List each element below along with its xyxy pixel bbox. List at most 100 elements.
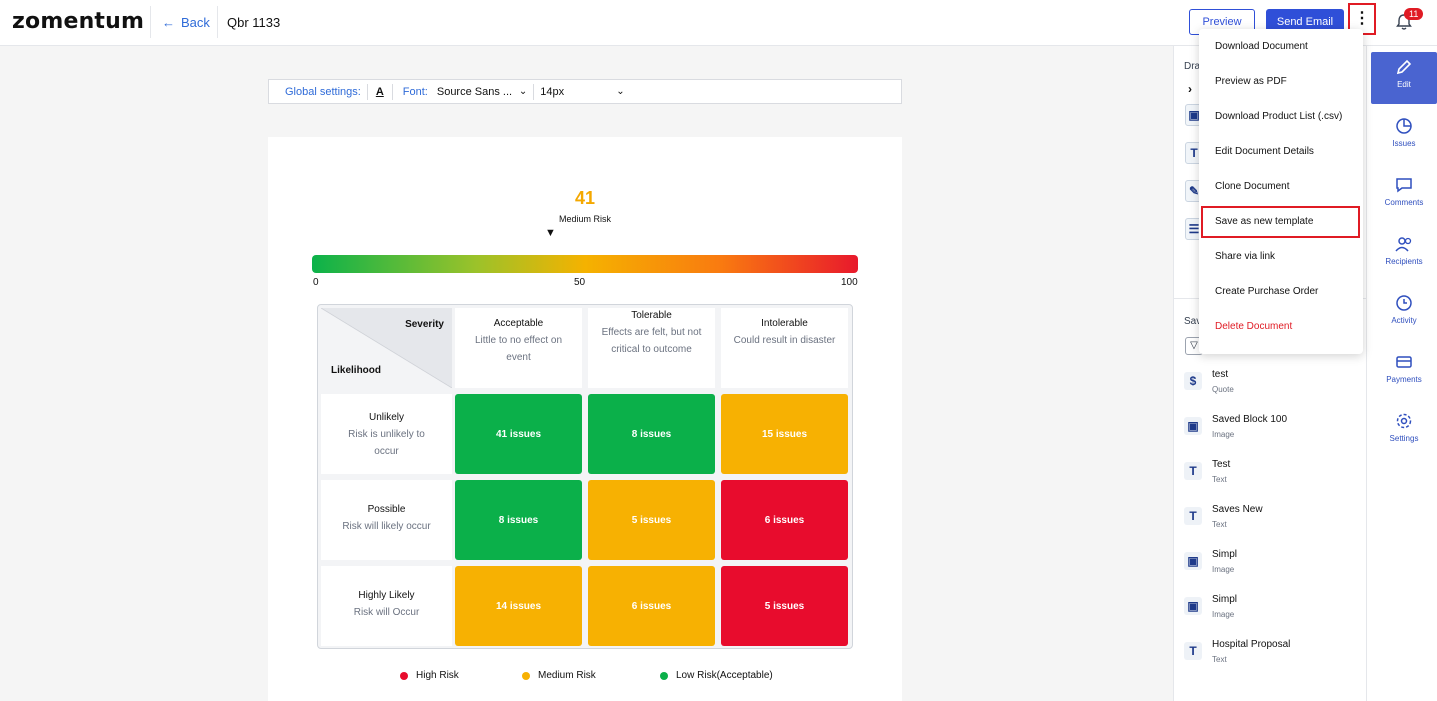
matrix-cell[interactable]: 6 issues <box>588 566 715 646</box>
dollar-icon: $ <box>1184 372 1202 390</box>
column-header-tolerable: Tolerable Effects are felt, but not crit… <box>588 308 715 388</box>
rail-recipients[interactable]: Recipients <box>1371 229 1437 281</box>
menu-item-save-as-template[interactable]: Save as new template <box>1201 206 1360 238</box>
rail-payments[interactable]: Payments <box>1371 347 1437 399</box>
global-settings-bar: Global settings: A Font: Source Sans ...… <box>268 79 902 104</box>
row-header-possible: Possible Risk will likely occur <box>321 480 452 560</box>
risk-gradient-bar <box>312 255 858 273</box>
matrix-cell[interactable]: 8 issues <box>455 480 582 560</box>
matrix-cell[interactable]: 14 issues <box>455 566 582 646</box>
scale-min: 0 <box>313 277 319 288</box>
rail-issues[interactable]: Issues <box>1371 111 1437 163</box>
saved-block-item[interactable]: ▣ Simpl Image <box>1184 594 1364 634</box>
saved-block-name: Saved Block 100 <box>1212 414 1288 425</box>
saved-blocks-title: Sav <box>1184 316 1202 327</box>
menu-item-create-purchase-order[interactable]: Create Purchase Order <box>1215 286 1319 297</box>
menu-item-clone-document[interactable]: Clone Document <box>1215 181 1290 192</box>
saved-block-name: Test <box>1212 459 1231 470</box>
panel-section-title: Dra <box>1184 61 1201 72</box>
rail-label: Settings <box>1389 434 1419 443</box>
rail-comments[interactable]: Comments <box>1371 170 1437 222</box>
matrix-cell[interactable]: 8 issues <box>588 394 715 474</box>
menu-item-download-product-list[interactable]: Download Product List (.csv) <box>1215 111 1343 122</box>
pie-chart-icon <box>1396 118 1412 134</box>
matrix-cell[interactable]: 6 issues <box>721 480 848 560</box>
menu-item-edit-document-details[interactable]: Edit Document Details <box>1215 146 1314 157</box>
clock-icon <box>1396 295 1412 311</box>
matrix-cell[interactable]: 15 issues <box>721 394 848 474</box>
saved-block-type: Text <box>1212 475 1227 484</box>
saved-block-name: test <box>1212 369 1229 380</box>
divider <box>150 6 151 38</box>
rail-label: Recipients <box>1385 257 1423 266</box>
risk-matrix: Severity Likelihood Acceptable Little to… <box>317 304 853 649</box>
risk-score: 41 <box>574 188 596 208</box>
saved-block-type: Image <box>1212 565 1235 574</box>
saved-block-item[interactable]: ▣ Saved Block 100 Image <box>1184 414 1364 454</box>
document-title: Qbr 1133 <box>227 15 281 30</box>
back-label: Back <box>181 15 210 30</box>
saved-block-item[interactable]: ▣ Simpl Image <box>1184 549 1364 589</box>
saved-block-name: Saves New <box>1212 504 1263 515</box>
font-select[interactable]: Source Sans ... <box>436 85 513 98</box>
menu-item-share-via-link[interactable]: Share via link <box>1215 251 1276 262</box>
pencil-icon <box>1396 59 1412 75</box>
arrow-left-icon: ← <box>162 15 175 30</box>
saved-block-item[interactable]: T Hospital Proposal Text <box>1184 639 1364 679</box>
rail-label: Comments <box>1384 198 1424 207</box>
column-title: Acceptable <box>493 318 544 329</box>
kebab-icon: ⋮ <box>1354 10 1370 27</box>
saved-block-type: Text <box>1212 520 1227 529</box>
saved-block-name: Simpl <box>1212 549 1238 560</box>
legend-label: Low Risk(Acceptable) <box>676 670 773 681</box>
text-color-button[interactable]: A <box>375 85 384 98</box>
font-size-select[interactable]: 14px <box>540 85 565 98</box>
users-icon <box>1395 237 1412 252</box>
row-desc: Risk is unlikely to occur <box>348 429 425 457</box>
divider <box>366 83 368 100</box>
card-icon <box>1396 356 1412 368</box>
saved-block-name: Simpl <box>1212 594 1238 605</box>
row-desc: Risk will likely occur <box>342 521 431 532</box>
saved-block-item[interactable]: T Test Text <box>1184 459 1364 499</box>
matrix-cell[interactable]: 41 issues <box>455 394 582 474</box>
chevron-down-icon[interactable]: ⌄ <box>518 86 528 97</box>
saved-block-item[interactable]: T Saves New Text <box>1184 504 1364 544</box>
saved-block-name: Hospital Proposal <box>1212 639 1291 650</box>
saved-block-item[interactable]: $ test Quote <box>1184 369 1364 409</box>
column-title: Tolerable <box>631 310 672 321</box>
row-desc: Risk will Occur <box>353 607 420 618</box>
row-header-unlikely: Unlikely Risk is unlikely to occur <box>321 394 452 474</box>
back-button[interactable]: ← Back <box>162 15 210 30</box>
scale-mid: 50 <box>574 277 586 288</box>
text-icon: T <box>1184 462 1202 480</box>
image-icon: ▣ <box>1184 597 1202 615</box>
menu-item-delete-document[interactable]: Delete Document <box>1215 321 1293 332</box>
text-icon: T <box>1184 507 1202 525</box>
matrix-cell[interactable]: 5 issues <box>721 566 848 646</box>
saved-block-type: Image <box>1212 610 1235 619</box>
layout-block-icon[interactable]: ☰ <box>1185 218 1203 240</box>
severity-label: Severity <box>405 319 444 330</box>
rail-activity[interactable]: Activity <box>1371 288 1437 340</box>
row-title: Possible <box>367 504 406 515</box>
column-header-acceptable: Acceptable Little to no effect on event <box>455 308 582 388</box>
legend-dot <box>522 671 530 680</box>
divider <box>391 83 393 100</box>
comment-icon <box>1396 178 1412 193</box>
menu-item-preview-pdf[interactable]: Preview as PDF <box>1215 76 1287 87</box>
more-options-menu: Download Document Preview as PDF Downloa… <box>1199 29 1363 354</box>
row-header-highly-likely: Highly Likely Risk will Occur <box>321 566 452 646</box>
legend-medium-risk: Medium Risk <box>522 670 596 681</box>
chevron-down-icon[interactable]: ⌄ <box>616 86 625 97</box>
logo: zomentum <box>12 9 145 34</box>
rail-label: Activity <box>1391 316 1417 325</box>
matrix-cell[interactable]: 5 issues <box>588 480 715 560</box>
chevron-right-icon[interactable]: › <box>1188 82 1192 96</box>
rail-label: Edit <box>1397 80 1411 89</box>
pointer-icon: ▼ <box>545 227 556 239</box>
column-title: Intolerable <box>761 318 808 329</box>
rail-settings[interactable]: Settings <box>1371 406 1437 458</box>
rail-edit[interactable]: Edit <box>1371 52 1437 104</box>
menu-item-download-document[interactable]: Download Document <box>1215 41 1308 52</box>
